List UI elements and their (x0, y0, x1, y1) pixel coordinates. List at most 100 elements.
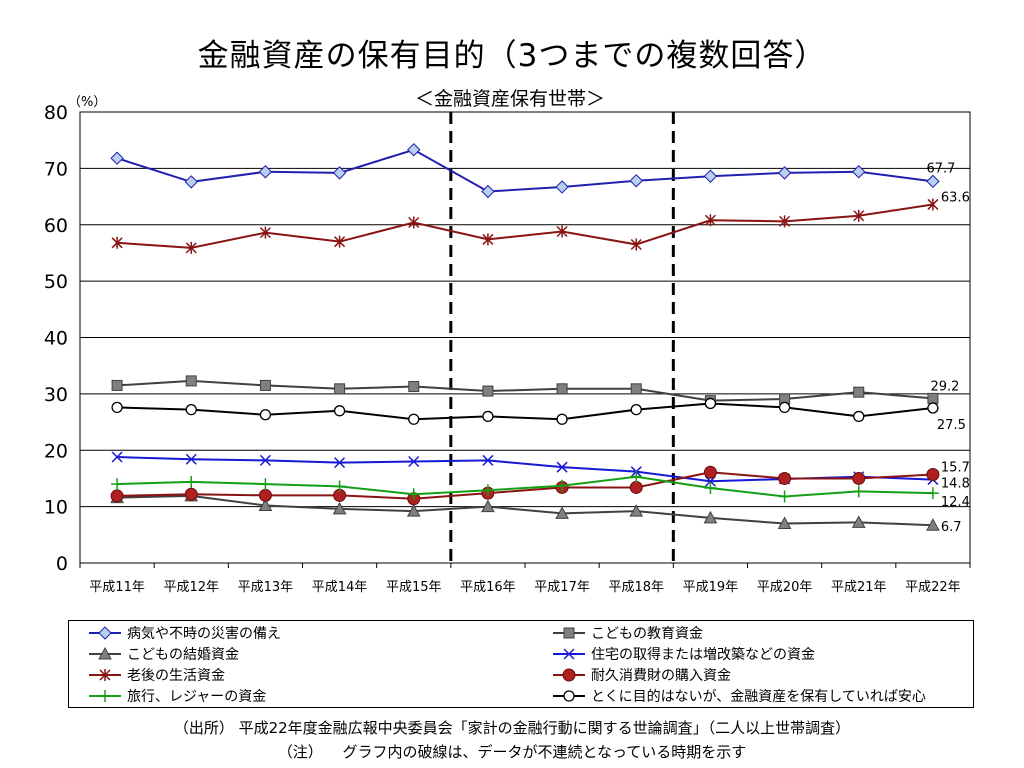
circle-marker (778, 401, 791, 414)
triangle-marker (926, 518, 940, 531)
square-marker (556, 383, 568, 395)
triangle-marker (629, 504, 644, 517)
legend-entry: こどもの教育資金 (551, 622, 703, 644)
square-marker (630, 383, 642, 395)
diamond-marker (407, 143, 421, 157)
plus-marker (556, 479, 569, 492)
x-tick-label: 平成19年 (683, 580, 739, 595)
dot-marker (562, 668, 576, 682)
chart-subtitle: ＜金融資産保有世帯＞ (414, 88, 605, 110)
asterisk-marker (779, 215, 791, 228)
legend-entry: こどもの結婚資金 (87, 643, 239, 665)
x-tick-label: 平成21年 (831, 580, 887, 595)
legend-label: とくに目的はないが、金融資産を保有していれば安心 (591, 689, 926, 705)
x-tick-label: 平成16年 (460, 580, 516, 595)
x-tick-label: 平成15年 (386, 580, 442, 595)
plus-marker (185, 475, 198, 488)
circle-marker (853, 410, 865, 423)
asterisk-marker (853, 209, 865, 222)
asterisk-marker (185, 241, 197, 254)
x-marker (408, 455, 420, 468)
triangle-marker (98, 646, 112, 660)
square-marker (408, 381, 420, 393)
data-label: 67.7 (926, 161, 955, 176)
square-marker (185, 375, 197, 387)
triangle-marker (481, 499, 495, 513)
legend-swatch (89, 646, 121, 660)
dot-marker (703, 465, 717, 479)
legend-entry: 旅行、レジャーの資金 (87, 685, 266, 707)
y-tick-label: 30 (44, 384, 68, 406)
plus-marker (99, 690, 111, 702)
series-4 (111, 198, 939, 254)
x-marker (111, 451, 123, 463)
triangle-marker (777, 516, 792, 530)
y-tick-label: 0 (56, 553, 68, 575)
series-line (116, 148, 934, 193)
dot-marker (778, 471, 792, 485)
legend-swatch (553, 668, 585, 682)
legend-swatch (553, 690, 585, 702)
legend-entry: 耐久消費財の購入資金 (551, 664, 731, 686)
series-line (117, 494, 933, 527)
diamond-marker (184, 175, 198, 189)
diamond-marker (110, 151, 124, 165)
series-0 (110, 143, 940, 199)
dot-marker (852, 471, 866, 485)
data-label: 12.4 (941, 495, 970, 510)
plus-marker (481, 484, 494, 497)
series-7 (111, 397, 939, 425)
series-6 (111, 470, 939, 503)
diamond-marker (555, 180, 569, 194)
y-tick-label: 80 (44, 102, 68, 124)
chart-title: 金融資産の保有目的（3つまでの複数回答） (197, 38, 827, 74)
asterisk-marker (630, 238, 642, 251)
data-label: 29.2 (930, 379, 959, 394)
asterisk-marker (259, 226, 271, 239)
diamond-marker (777, 166, 792, 180)
legend-swatch (89, 690, 121, 702)
plus-marker (926, 487, 939, 500)
triangle-marker (406, 504, 421, 517)
x-marker (482, 454, 494, 466)
x-tick-label: 平成20年 (757, 580, 813, 595)
series-line (117, 402, 934, 421)
circle-marker (185, 404, 197, 416)
circle-marker (111, 401, 123, 414)
square-marker (482, 385, 494, 397)
plus-marker (704, 482, 717, 495)
dot-marker (184, 487, 198, 501)
x-marker (563, 648, 575, 660)
plus-marker (852, 485, 865, 498)
legend-swatch (553, 648, 585, 660)
legend-entry: 病気や不時の災害の備え (87, 622, 281, 644)
legend-swatch (89, 626, 121, 640)
x-tick-label: 平成22年 (905, 580, 961, 595)
chart-legend: 病気や不時の災害の備え こどもの教育資金 こどもの結婚資金 住宅の取得または増改築など… (68, 620, 974, 708)
legend-label: 老後の生活資金 (127, 668, 225, 684)
triangle-marker (332, 501, 347, 515)
diamond-marker (258, 165, 273, 179)
asterisk-marker (482, 233, 494, 246)
asterisk-marker (927, 198, 939, 211)
series-3 (111, 451, 939, 487)
series-line (117, 203, 934, 249)
data-label: 15.7 (941, 460, 970, 475)
y-tick-label: 50 (44, 271, 68, 293)
circle-marker (927, 402, 939, 414)
series-line (117, 379, 934, 402)
x-marker (704, 475, 716, 487)
circle-marker (333, 405, 346, 417)
dot-marker (926, 467, 940, 481)
data-label: 63.6 (941, 190, 970, 205)
x-tick-label: 平成12年 (163, 580, 219, 595)
asterisk-marker (408, 216, 420, 229)
diamond-marker (481, 184, 495, 199)
triangle-marker (703, 510, 718, 524)
square-marker (853, 386, 865, 398)
y-tick-label: 40 (44, 328, 68, 350)
asterisk-marker (111, 236, 123, 249)
circle-marker (563, 690, 575, 702)
asterisk-marker (556, 225, 568, 238)
source-note: （出所） 平成22年度金融広報中央委員会「家計の金融行動に関する世論調査」（二人… (173, 719, 851, 737)
